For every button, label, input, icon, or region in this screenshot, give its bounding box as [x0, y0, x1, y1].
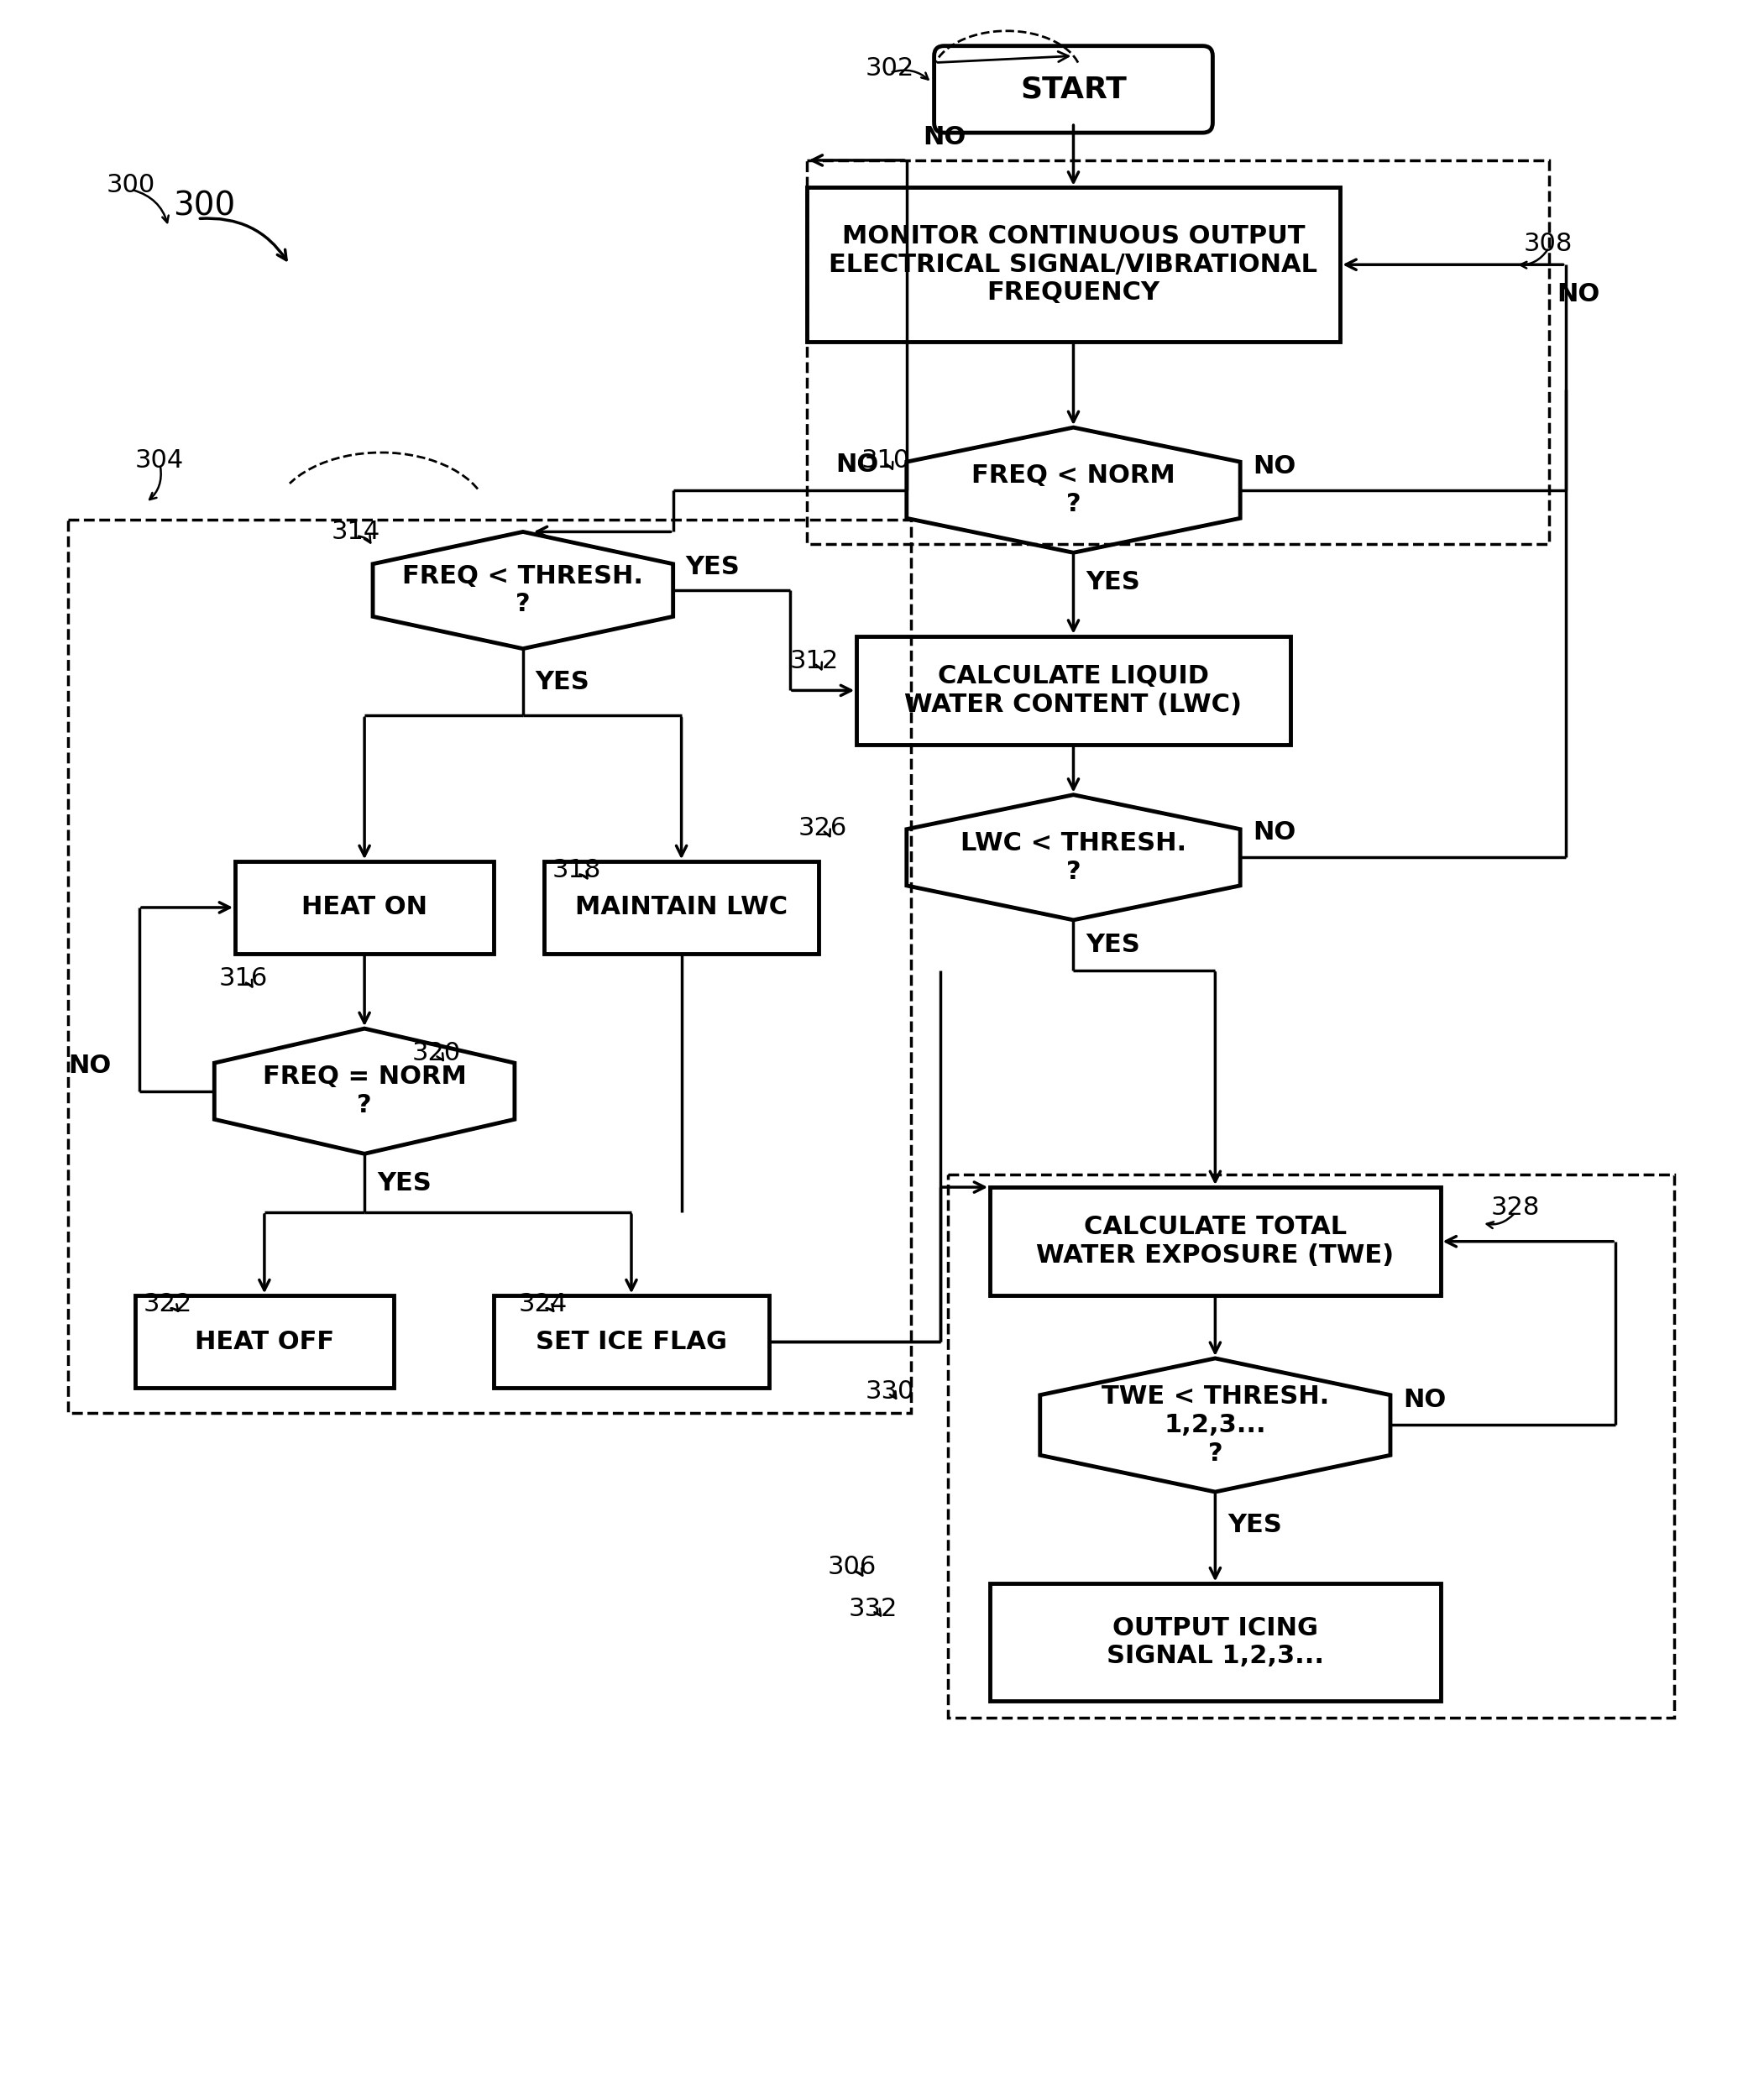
Text: YES: YES — [686, 554, 739, 579]
Polygon shape — [907, 428, 1240, 552]
Text: 324: 324 — [519, 1292, 568, 1315]
Text: LWC < THRESH.
?: LWC < THRESH. ? — [960, 831, 1187, 883]
Text: 302: 302 — [864, 57, 914, 80]
Text: 308: 308 — [1524, 231, 1573, 256]
Text: 310: 310 — [861, 449, 910, 472]
Text: NO: NO — [836, 453, 878, 476]
Bar — [235, 862, 494, 952]
Text: 300: 300 — [106, 174, 155, 197]
Bar — [494, 1297, 769, 1387]
Text: YES: YES — [377, 1171, 432, 1196]
Text: NO: NO — [1252, 455, 1297, 478]
Polygon shape — [1041, 1357, 1390, 1492]
Text: HEAT OFF: HEAT OFF — [194, 1330, 333, 1353]
Text: CALCULATE LIQUID
WATER CONTENT (LWC): CALCULATE LIQUID WATER CONTENT (LWC) — [905, 665, 1242, 718]
Text: 326: 326 — [797, 816, 847, 841]
Polygon shape — [907, 795, 1240, 921]
Bar — [543, 862, 818, 952]
Text: 300: 300 — [173, 191, 235, 222]
Text: YES: YES — [1087, 571, 1140, 594]
Text: NO: NO — [69, 1053, 111, 1078]
Text: NO: NO — [1558, 281, 1600, 306]
Bar — [990, 1187, 1441, 1297]
Polygon shape — [215, 1028, 515, 1154]
Bar — [69, 520, 910, 1412]
Text: 318: 318 — [552, 858, 602, 881]
Text: MAINTAIN LWC: MAINTAIN LWC — [575, 896, 789, 919]
Bar — [990, 1584, 1441, 1701]
Bar — [857, 636, 1289, 745]
Text: 322: 322 — [143, 1292, 192, 1315]
Text: MONITOR CONTINUOUS OUTPUT
ELECTRICAL SIGNAL/VIBRATIONAL
FREQUENCY: MONITOR CONTINUOUS OUTPUT ELECTRICAL SIG… — [829, 224, 1318, 304]
Text: START: START — [1020, 76, 1127, 103]
Text: 312: 312 — [790, 648, 838, 673]
Text: 316: 316 — [219, 967, 268, 990]
Polygon shape — [372, 531, 674, 648]
Text: CALCULATE TOTAL
WATER EXPOSURE (TWE): CALCULATE TOTAL WATER EXPOSURE (TWE) — [1035, 1215, 1394, 1267]
Text: 332: 332 — [848, 1597, 898, 1622]
Text: 328: 328 — [1491, 1196, 1540, 1221]
Text: NO: NO — [1402, 1389, 1446, 1412]
Text: FREQ < THRESH.
?: FREQ < THRESH. ? — [402, 564, 644, 617]
Text: FREQ = NORM
?: FREQ = NORM ? — [263, 1066, 466, 1118]
Text: OUTPUT ICING
SIGNAL 1,2,3...: OUTPUT ICING SIGNAL 1,2,3... — [1106, 1615, 1325, 1668]
Bar — [949, 1175, 1674, 1718]
Text: 330: 330 — [864, 1380, 914, 1404]
Text: HEAT ON: HEAT ON — [302, 896, 427, 919]
Text: SET ICE FLAG: SET ICE FLAG — [536, 1330, 727, 1353]
Text: YES: YES — [1087, 934, 1140, 957]
Text: 306: 306 — [827, 1555, 877, 1580]
Text: YES: YES — [536, 669, 589, 694]
FancyBboxPatch shape — [935, 46, 1212, 132]
Text: TWE < THRESH.
1,2,3...
?: TWE < THRESH. 1,2,3... ? — [1101, 1385, 1328, 1467]
Text: YES: YES — [1228, 1513, 1282, 1538]
Text: 314: 314 — [332, 520, 379, 543]
Bar — [806, 187, 1341, 342]
Bar — [806, 159, 1549, 543]
Bar — [136, 1297, 393, 1387]
Text: NO: NO — [923, 124, 967, 149]
Text: FREQ < NORM
?: FREQ < NORM ? — [972, 464, 1175, 516]
Text: 304: 304 — [136, 449, 183, 472]
Text: 320: 320 — [413, 1041, 460, 1066]
Text: NO: NO — [1252, 820, 1297, 845]
